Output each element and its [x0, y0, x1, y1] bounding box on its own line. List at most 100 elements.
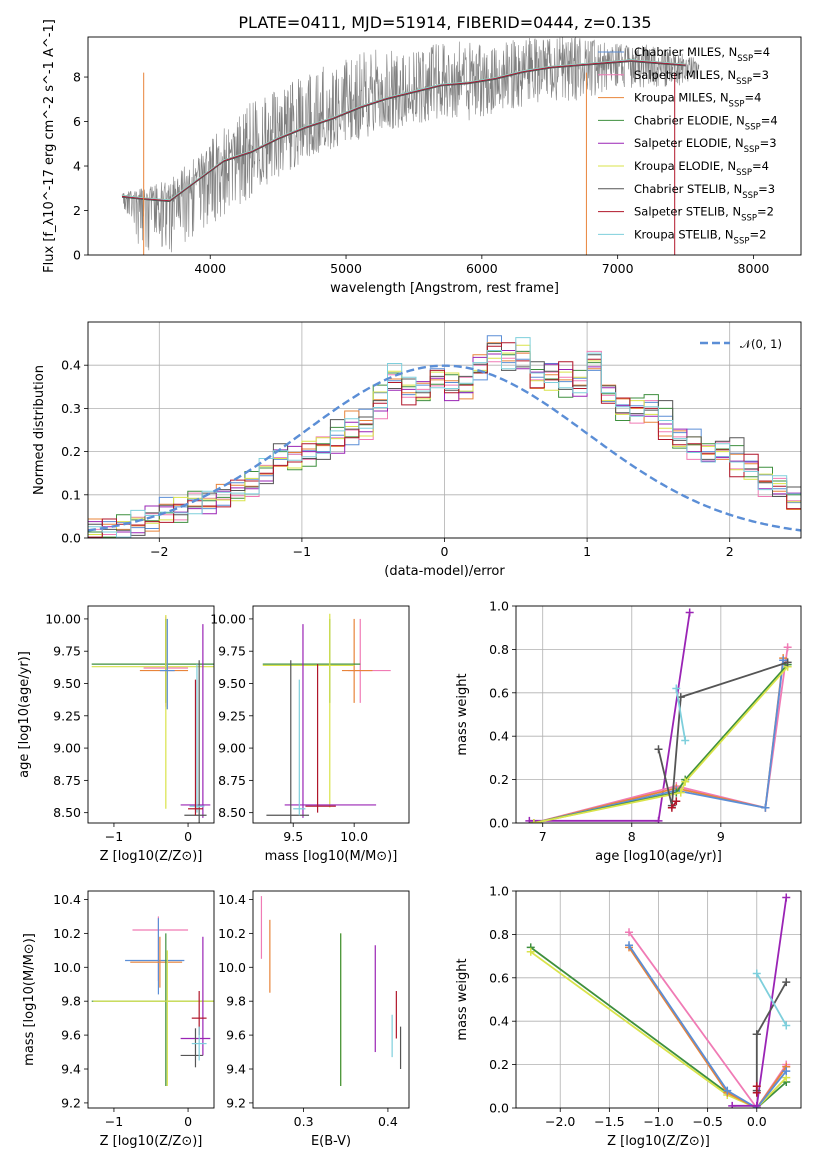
weight-line	[530, 951, 787, 1108]
x-tick-label: 2	[726, 544, 734, 559]
x-tick-label: 9.5	[283, 829, 303, 844]
x-axis-label: Z [log10(Z/Z⊙)]	[607, 1134, 710, 1149]
x-axis-label: Z [log10(Z/Z⊙)]	[100, 1134, 203, 1149]
weight-point	[728, 1101, 737, 1108]
y-tick-label: 1.0	[489, 599, 509, 614]
panel-age_vs_Z: −1 0 8.50 8.75 9.00 9.25 9.50 9.75 10.00 Z [log10…	[17, 605, 215, 864]
x-axis-label: Z [log10(Z/Z⊙)]	[100, 849, 203, 864]
y-tick-label: 0	[73, 248, 81, 263]
weight-point	[782, 978, 791, 987]
x-tick-label: 0	[184, 1114, 192, 1129]
weight-point	[525, 816, 534, 823]
weight-point	[654, 745, 663, 754]
legend-entry: Salpeter ELODIE, NSSP=3	[634, 136, 777, 155]
y-tick-label: 0.3	[61, 401, 81, 416]
weight-point	[529, 819, 538, 823]
plot-area	[121, 37, 700, 255]
y-tick-label: 10.0	[53, 960, 81, 975]
y-tick-label: 4	[73, 159, 81, 174]
y-tick-label: 8.50	[53, 805, 81, 820]
y-tick-label: 0.2	[489, 1057, 509, 1072]
plot-area	[525, 608, 792, 823]
weight-line	[657, 661, 788, 806]
y-tick-label: 9.00	[218, 741, 246, 756]
y-tick-label: 8.50	[218, 805, 246, 820]
y-tick-label: 0.8	[489, 927, 509, 942]
weight-point	[625, 928, 634, 937]
y-axis-label: mass [log10(M/M⊙)]	[22, 933, 37, 1066]
y-tick-label: 10.0	[218, 960, 246, 975]
x-tick-label: −0.5	[692, 1114, 722, 1129]
y-tick-label: 0.2	[489, 772, 509, 787]
x-tick-label: −1.0	[643, 1114, 673, 1129]
figure-title: PLATE=0411, MJD=51914, FIBERID=0444, z=0…	[238, 13, 651, 32]
y-tick-label: 10.00	[210, 611, 246, 626]
y-tick-label: 10.4	[218, 892, 246, 907]
weight-line	[533, 647, 789, 823]
residual-histogram	[88, 337, 801, 538]
x-tick-label: 0	[441, 544, 449, 559]
weight-point	[681, 777, 690, 786]
panel-mass_vs_Z: −1 0 9.2 9.4 9.6 9.8 10.0 10.2 10.4 Z [log10(Z/Z⊙…	[22, 890, 215, 1149]
y-tick-label: 9.6	[226, 1028, 246, 1043]
y-tick-label: 9.4	[61, 1062, 81, 1077]
weight-line	[756, 973, 788, 1026]
weight-point	[782, 1067, 791, 1076]
x-tick-label: −1.5	[594, 1114, 624, 1129]
y-tick-label: 9.6	[61, 1028, 81, 1043]
plot-area	[260, 896, 402, 1086]
weight-point	[625, 941, 634, 950]
y-tick-label: 2	[73, 203, 81, 218]
x-tick-label: −2.0	[545, 1114, 575, 1129]
y-tick-label: 1.0	[489, 884, 509, 899]
y-tick-label: 8.75	[218, 773, 246, 788]
weight-point	[761, 803, 770, 812]
weight-point	[752, 1030, 761, 1039]
y-tick-label: 9.50	[53, 676, 81, 691]
y-tick-label: 0.0	[489, 816, 509, 831]
x-tick-label: 7	[539, 829, 547, 844]
x-tick-label: 0	[184, 829, 192, 844]
x-tick-label: 10.0	[340, 829, 368, 844]
y-tick-label: 0.4	[489, 729, 509, 744]
y-tick-label: 9.8	[61, 994, 81, 1009]
weight-point	[654, 816, 663, 823]
panel-weight_vs_age: 7 8 9 0.0 0.2 0.4 0.6 0.8 1.0 age [log10(age/yr)]…	[455, 599, 802, 864]
panel-spectrum: 4000 5000 6000 7000 8000 0 2 4 6 8 wavelength [Ang…	[42, 19, 802, 296]
y-tick-label: 0.4	[489, 1014, 509, 1029]
x-tick-label: −2	[150, 544, 168, 559]
y-tick-label: 9.4	[226, 1062, 246, 1077]
y-tick-label: 0.6	[489, 970, 509, 985]
plot-area	[91, 916, 214, 1086]
weight-point	[681, 736, 690, 745]
weight-point	[676, 788, 685, 797]
y-axis-label: age [log10(age/yr)]	[17, 651, 32, 778]
y-tick-label: 9.2	[61, 1095, 81, 1110]
weight-point	[685, 608, 694, 617]
weight-point	[723, 1086, 732, 1095]
y-tick-label: 0.2	[61, 444, 81, 459]
x-tick-label: 6000	[466, 261, 498, 276]
y-tick-label: 9.75	[218, 644, 246, 659]
axes-frame	[252, 605, 410, 824]
y-tick-label: 0.0	[489, 1101, 509, 1116]
legend: 𝒩(0, 1)	[700, 337, 782, 351]
panel-weight_vs_Z: −2.0 −1.5 −1.0 −0.5 0.0 0.0 0.2 0.4 0.6 0.8 1.0 Z […	[455, 884, 802, 1149]
x-axis-label: age [log10(age/yr)]	[595, 849, 722, 864]
x-tick-label: 5000	[330, 261, 362, 276]
y-tick-label: 0.1	[61, 487, 81, 502]
gaussian-curve	[88, 364, 801, 532]
y-tick-label: 9.25	[53, 708, 81, 723]
legend-entry: Kroupa STELIB, NSSP=2	[634, 227, 766, 246]
x-tick-label: −1	[105, 1114, 123, 1129]
plot-area	[88, 335, 801, 538]
weight-point	[526, 947, 535, 956]
weight-point	[783, 658, 792, 667]
y-tick-label: 10.00	[45, 611, 81, 626]
weight-point	[672, 797, 681, 806]
observed-spectrum	[121, 37, 700, 253]
weight-line	[732, 897, 788, 1107]
plot-area	[526, 893, 791, 1108]
weight-line	[675, 688, 687, 741]
